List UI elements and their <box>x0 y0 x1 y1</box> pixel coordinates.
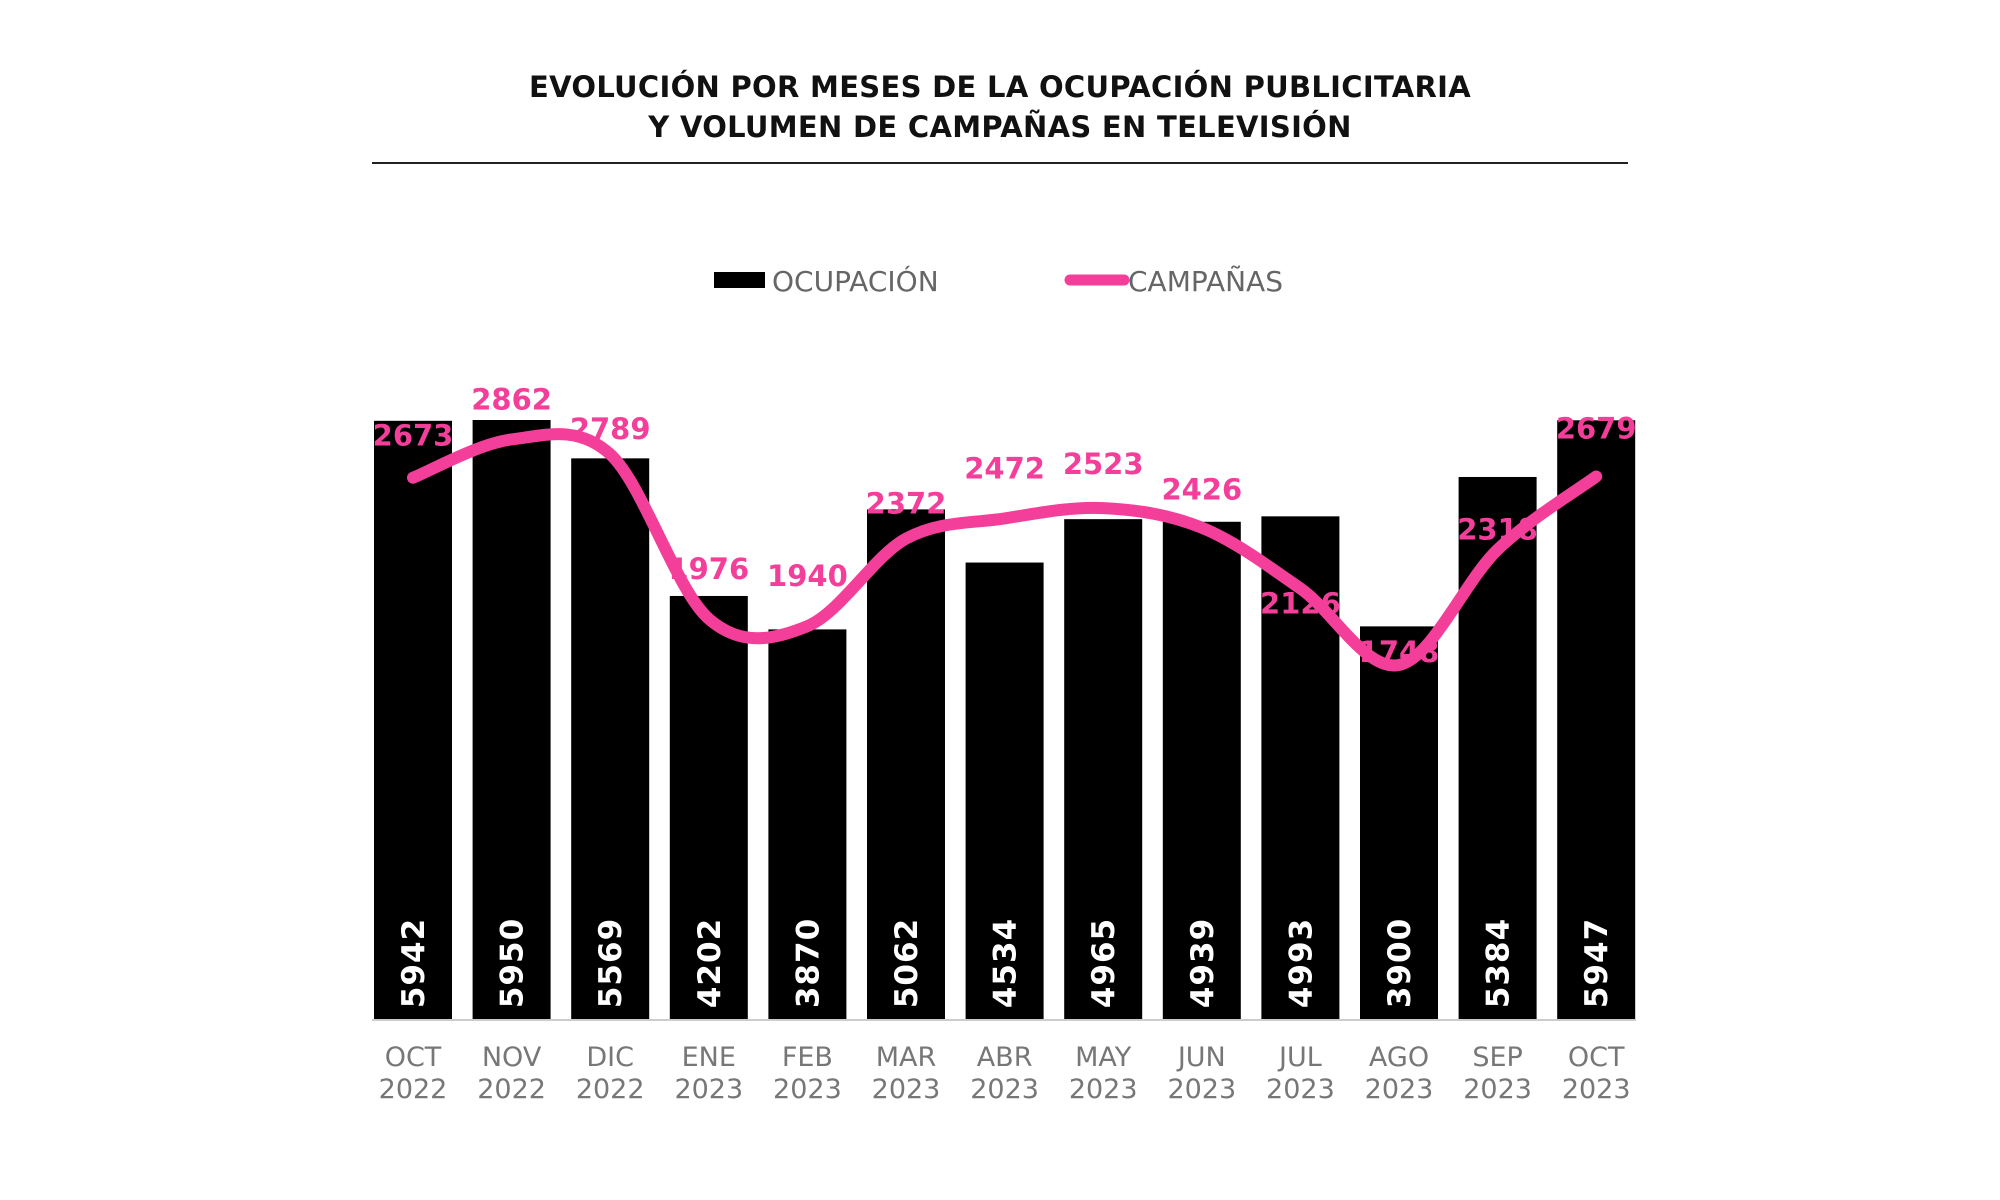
line-value-label: 2523 <box>1063 447 1144 481</box>
line-value-label: 2862 <box>471 382 552 416</box>
x-tick-label-year: 2023 <box>1167 1074 1236 1105</box>
legend: OCUPACIÓN CAMPAÑAS <box>714 264 1283 298</box>
bar-value-label: 4202 <box>692 918 728 1008</box>
x-tick-label-year: 2023 <box>970 1074 1039 1105</box>
bar-value-label: 4939 <box>1185 918 1221 1008</box>
line-value-label: 2673 <box>373 419 454 453</box>
x-tick-label-month: SEP <box>1472 1042 1522 1073</box>
bar-ocupacion <box>1458 476 1537 1020</box>
line-value-label: 2318 <box>1457 513 1538 547</box>
bar-ocupacion <box>669 595 748 1019</box>
title-divider <box>372 162 1628 164</box>
line-value-label: 2472 <box>964 451 1045 485</box>
x-tick-label-month: DIC <box>586 1042 634 1073</box>
chart-title-line-1: EVOLUCIÓN POR MESES DE LA OCUPACIÓN PUBL… <box>529 70 1471 104</box>
line-value-label: 2426 <box>1161 473 1242 507</box>
x-tick-label-year: 2023 <box>1365 1074 1434 1105</box>
bar-value-label: 5569 <box>593 918 629 1008</box>
line-value-label: 2789 <box>570 412 651 446</box>
bar-value-label: 4965 <box>1086 918 1122 1008</box>
bar-ocupacion <box>1557 420 1636 1019</box>
bar-value-label: 3870 <box>790 918 826 1008</box>
legend-swatch-ocupacion <box>714 272 765 288</box>
line-value-label: 1940 <box>767 559 848 593</box>
x-tick-label-month: OCT <box>1568 1042 1625 1073</box>
x-tick-label-month: FEB <box>782 1042 833 1073</box>
bar-ocupacion <box>1162 521 1241 1019</box>
bar-value-label: 5062 <box>889 918 925 1008</box>
x-tick-label-year: 2023 <box>674 1074 743 1105</box>
x-tick-label-month: ABR <box>977 1042 1033 1073</box>
bar-ocupacion <box>1360 626 1438 1019</box>
bar-ocupacion <box>867 509 945 1019</box>
x-tick-label-month: OCT <box>385 1042 442 1073</box>
x-tick-label-month: JUL <box>1277 1042 1322 1073</box>
bar-value-label: 5384 <box>1481 918 1517 1008</box>
x-tick-label-month: ENE <box>682 1042 736 1073</box>
legend-label-ocupacion: OCUPACIÓN <box>772 264 939 298</box>
x-tick-label-month: MAR <box>876 1042 937 1073</box>
bar-ocupacion <box>472 420 551 1019</box>
chart-title-line-2: Y VOLUMEN DE CAMPAÑAS EN TELEVISIÓN <box>648 110 1352 144</box>
bar-ocupacion <box>1064 519 1143 1019</box>
legend-label-campanas: CAMPAÑAS <box>1128 265 1283 298</box>
bar-value-label: 5950 <box>495 918 531 1008</box>
x-tick-label-year: 2023 <box>1562 1074 1631 1105</box>
x-tick-label-year: 2023 <box>1463 1074 1532 1105</box>
bar-value-label: 3900 <box>1382 918 1418 1008</box>
x-tick-label-month: JUN <box>1176 1042 1226 1073</box>
x-tick-label-year: 2022 <box>576 1074 645 1105</box>
bar-value-label: 4534 <box>988 918 1024 1008</box>
bar-ocupacion <box>768 629 847 1019</box>
x-tick-label-year: 2023 <box>872 1074 941 1105</box>
x-tick-label-month: MAY <box>1075 1042 1132 1073</box>
x-tick-label-year: 2022 <box>379 1074 448 1105</box>
bar-value-label: 5947 <box>1579 918 1615 1008</box>
x-tick-label-month: NOV <box>482 1042 542 1073</box>
bar-ocupacion <box>965 562 1044 1019</box>
x-tick-label-month: AGO <box>1369 1042 1429 1073</box>
x-tick-label-year: 2023 <box>1266 1074 1335 1105</box>
line-value-label: 2679 <box>1556 411 1637 445</box>
x-tick-label-year: 2023 <box>773 1074 842 1105</box>
line-campanas <box>407 428 1603 672</box>
bar-ocupacion <box>571 458 650 1019</box>
x-tick-label-year: 2023 <box>1069 1074 1138 1105</box>
line-value-label: 2126 <box>1260 586 1341 620</box>
bar-value-label: 4993 <box>1283 918 1319 1008</box>
line-value-label: 2372 <box>866 487 947 521</box>
bar-ocupacion <box>1261 516 1340 1019</box>
line-value-label: 1976 <box>668 552 749 586</box>
bar-value-label: 5942 <box>396 918 432 1008</box>
x-tick-label-year: 2022 <box>477 1074 546 1105</box>
line-value-label: 1748 <box>1359 635 1440 669</box>
bar-ocupacion <box>374 420 452 1019</box>
